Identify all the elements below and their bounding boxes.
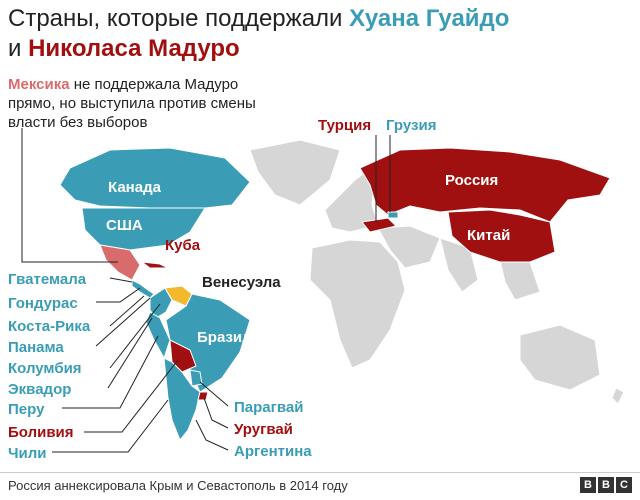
footer-note: Россия аннексировала Крым и Севастополь … xyxy=(8,478,348,493)
leader-mexico xyxy=(21,128,118,263)
label-costa-rica: Коста-Рика xyxy=(8,318,91,335)
australia-shape xyxy=(519,324,601,391)
label-peru: Перу xyxy=(8,401,45,418)
china-shape xyxy=(447,209,556,263)
middle-east-shape xyxy=(377,225,441,269)
label-chile: Чили xyxy=(8,445,47,462)
label-turkey: Турция xyxy=(318,117,371,134)
nz-shape xyxy=(611,387,625,405)
label-honduras: Гондурас xyxy=(8,295,78,312)
leader-bolivia xyxy=(84,359,179,433)
title-connector: и xyxy=(8,35,22,62)
label-paraguay: Парагвай xyxy=(234,399,303,416)
leader-panama xyxy=(95,297,151,347)
leader-honduras xyxy=(96,287,141,303)
leader-peru xyxy=(62,335,159,409)
label-georgia: Грузия xyxy=(386,117,436,134)
leader-lines xyxy=(21,128,391,453)
georgia-shape xyxy=(387,211,399,219)
mexico-note-country: Мексика xyxy=(8,76,70,93)
label-guatemala: Гватемала xyxy=(8,271,87,288)
argentina-shape xyxy=(163,357,201,441)
bbc-logo-b2: B xyxy=(598,477,614,493)
bolivia-shape xyxy=(169,339,197,373)
label-usa: США xyxy=(106,217,143,234)
greenland-shape xyxy=(249,139,341,206)
label-argentina: Аргентина xyxy=(234,443,312,460)
label-cuba: Куба xyxy=(165,237,201,254)
leader-costarica xyxy=(109,295,145,327)
cuba-shape xyxy=(140,261,169,269)
title-maduro: Николаса Мадуро xyxy=(28,35,240,62)
uruguay-shape xyxy=(197,391,209,401)
mexico-note-text: не поддержала Мадуро прямо, но выступила… xyxy=(8,76,256,131)
label-china: Китай xyxy=(467,227,510,244)
canada-shape xyxy=(59,147,251,209)
leader-ecuador xyxy=(107,317,153,389)
leader-argentina xyxy=(195,419,229,451)
label-venezuela: Венесуэла xyxy=(202,274,281,291)
europe-shape xyxy=(324,163,379,233)
label-brazil: Бразилия xyxy=(197,329,270,346)
mexico-note: Мексика не поддержала Мадуро прямо, но в… xyxy=(8,75,268,132)
bbc-logo-c: C xyxy=(616,477,632,493)
usa-shape xyxy=(81,207,206,251)
se-asia-shape xyxy=(499,259,541,301)
label-ecuador: Эквадор xyxy=(8,381,71,398)
label-uruguay: Уругвай xyxy=(234,421,293,438)
bbc-logo: B B C xyxy=(580,477,632,493)
leader-chile xyxy=(52,399,169,453)
title-prefix: Страны, которые поддержали xyxy=(8,5,343,32)
label-canada: Канада xyxy=(108,179,162,196)
turkey-shape xyxy=(361,217,397,233)
label-panama: Панама xyxy=(8,339,64,356)
title-guaido: Хуана Гуайдо xyxy=(349,5,510,32)
brazil-shape xyxy=(165,293,251,393)
leader-uruguay xyxy=(203,397,229,429)
leader-colombia xyxy=(109,303,161,369)
central-america-shape xyxy=(131,279,155,299)
map-title: Страны, которые поддержали Хуана Гуайдо … xyxy=(8,4,628,64)
leader-guatemala xyxy=(109,277,133,283)
leader-paraguay xyxy=(199,381,229,407)
label-bolivia: Боливия xyxy=(8,424,74,441)
paraguay-shape xyxy=(189,369,203,387)
label-russia: Россия xyxy=(445,172,498,189)
bbc-logo-b1: B xyxy=(580,477,596,493)
africa-shape xyxy=(309,239,406,369)
footer-divider xyxy=(0,472,640,473)
label-colombia: Колумбия xyxy=(8,360,82,377)
